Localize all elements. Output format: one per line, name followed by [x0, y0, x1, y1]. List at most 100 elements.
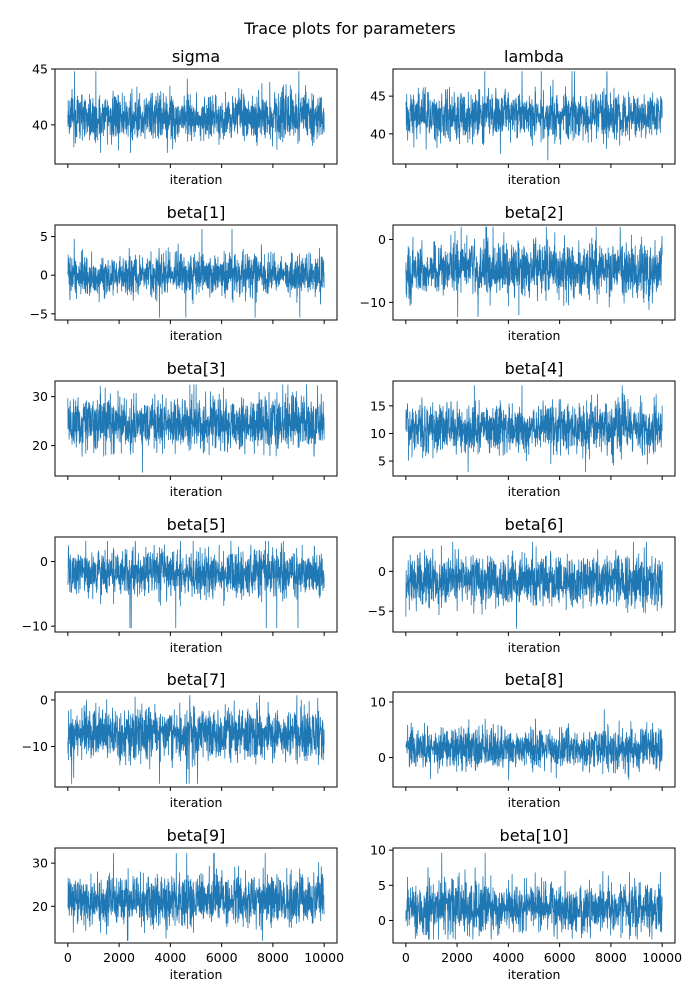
trace-series-line: [405, 71, 663, 161]
trace-series-line: [67, 384, 325, 473]
trace-panel: beta[4] 5 10 15 iteration: [370, 359, 676, 499]
x-axis-label: iteration: [170, 795, 223, 810]
y-tick-label: 45: [32, 62, 48, 77]
trace-series-line: [67, 695, 325, 784]
trace-panel: beta[8] 0 10 iteration: [370, 670, 676, 810]
x-tick-label: 10000: [304, 950, 344, 965]
axes-frame: [392, 68, 676, 165]
y-tick-label: 0: [378, 750, 386, 765]
y-tick-label: 15: [370, 398, 386, 413]
y-tick-label: 5: [378, 454, 386, 469]
y-tick-label: 20: [32, 438, 48, 453]
x-tick-label: 4000: [492, 950, 524, 965]
y-tick-label: 30: [32, 856, 48, 871]
x-axis-label: iteration: [170, 328, 223, 343]
y-tick-label: −10: [22, 739, 48, 754]
x-tick-label: 4000: [154, 950, 186, 965]
y-tick-label: 0: [378, 232, 386, 247]
x-tick-label: 8000: [257, 950, 289, 965]
x-tick-label: 2000: [103, 950, 135, 965]
panel-title: beta[8]: [505, 670, 564, 689]
y-tick-label: 5: [40, 229, 48, 244]
x-tick-label: 6000: [206, 950, 238, 965]
panel-title: beta[4]: [505, 359, 564, 378]
y-tick-label: −5: [368, 604, 386, 619]
panel-title: beta[6]: [505, 515, 564, 534]
panel-title: beta[2]: [505, 203, 564, 222]
x-tick-label: 6000: [544, 950, 576, 965]
y-tick-label: −10: [360, 295, 386, 310]
axes-frame: [392, 536, 676, 633]
x-axis-label: iteration: [508, 484, 561, 499]
x-axis-label: iteration: [508, 967, 561, 982]
y-tick-label: 40: [370, 126, 386, 141]
x-axis-label: iteration: [508, 795, 561, 810]
trace-panel: beta[10] 0 5 10 0 2000 4000 6000 8000 10000 iterat…: [370, 826, 682, 982]
trace-panel: beta[9] 20 30 0 2000 4000 6000 8000 10000 iterati…: [32, 826, 344, 982]
y-tick-label: 45: [370, 89, 386, 104]
trace-panel: beta[7] −10 0 iteration: [22, 670, 338, 810]
panel-title: beta[10]: [500, 826, 569, 845]
trace-panel: beta[1] −5 0 5 iteration: [30, 203, 338, 343]
axes-frame: [54, 536, 338, 633]
y-tick-label: 10: [370, 695, 386, 710]
y-tick-label: 5: [378, 878, 386, 893]
trace-series-line: [405, 852, 663, 940]
trace-series-line: [405, 709, 663, 781]
figure-suptitle: Trace plots for parameters: [243, 19, 456, 38]
x-axis-label: iteration: [170, 172, 223, 187]
trace-series-line: [405, 385, 663, 473]
x-tick-label: 0: [64, 950, 72, 965]
x-axis-label: iteration: [508, 172, 561, 187]
x-axis-label: iteration: [170, 640, 223, 655]
axes-frame: [54, 380, 338, 477]
y-tick-label: 40: [32, 117, 48, 132]
y-tick-label: 0: [40, 692, 48, 707]
panel-title: beta[1]: [167, 203, 226, 222]
axes-frame: [392, 691, 676, 788]
trace-series-line: [67, 853, 325, 941]
y-tick-label: 0: [378, 564, 386, 579]
x-tick-label: 2000: [441, 950, 473, 965]
panel-title: beta[9]: [167, 826, 226, 845]
subplot-grid: sigma4045iterationlambda4045iterationbet…: [22, 47, 683, 982]
axes-frame: [54, 847, 338, 944]
y-tick-label: 0: [40, 554, 48, 569]
y-tick-label: −10: [22, 619, 48, 634]
y-tick-label: 10: [370, 843, 386, 858]
axes-frame: [392, 847, 676, 944]
trace-series-line: [67, 540, 325, 629]
y-tick-label: 20: [32, 899, 48, 914]
x-tick-label: 0: [402, 950, 410, 965]
trace-series-line: [67, 71, 325, 153]
axes-frame: [54, 691, 338, 788]
trace-series-line: [67, 228, 325, 318]
y-tick-label: −5: [30, 306, 48, 321]
trace-panel: sigma 40 45 iteration: [32, 47, 338, 187]
y-tick-label: 0: [40, 268, 48, 283]
x-axis-label: iteration: [508, 328, 561, 343]
y-tick-label: 10: [370, 426, 386, 441]
trace-panel: beta[3] 20 30 iteration: [32, 359, 338, 499]
panel-title: beta[5]: [167, 515, 226, 534]
panel-title: lambda: [504, 47, 564, 66]
panel-title: beta[7]: [167, 670, 226, 689]
axes-frame: [392, 224, 676, 321]
trace-panel: beta[6] −5 0 iteration: [368, 515, 676, 655]
axes-frame: [54, 224, 338, 321]
x-axis-label: iteration: [508, 640, 561, 655]
y-tick-label: 30: [32, 389, 48, 404]
trace-panel: beta[5] −10 0 iteration: [22, 515, 338, 655]
panel-title: sigma: [172, 47, 220, 66]
trace-panel: lambda 40 45 iteration: [370, 47, 676, 187]
trace-series-line: [405, 226, 663, 317]
x-tick-label: 8000: [595, 950, 627, 965]
x-axis-label: iteration: [170, 484, 223, 499]
y-tick-label: 0: [378, 913, 386, 928]
x-tick-label: 10000: [642, 950, 682, 965]
axes-frame: [54, 68, 338, 165]
trace-series-line: [405, 541, 663, 629]
x-axis-label: iteration: [170, 967, 223, 982]
axes-frame: [392, 380, 676, 477]
